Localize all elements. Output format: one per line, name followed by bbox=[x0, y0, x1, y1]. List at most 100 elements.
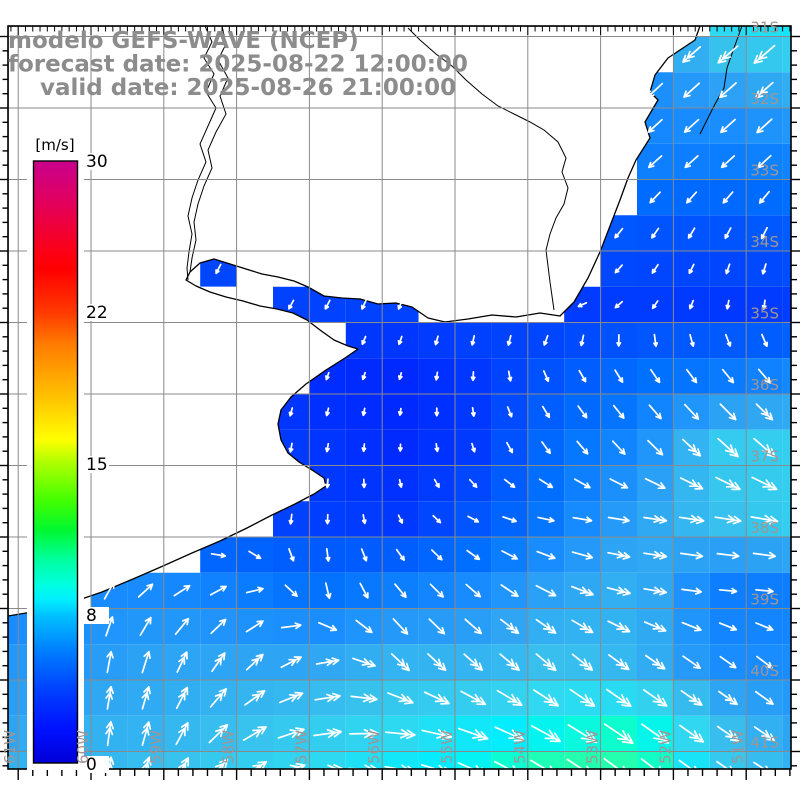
latitude-label: 31S bbox=[750, 19, 779, 37]
wind-arrow bbox=[647, 82, 664, 98]
wind-arrow bbox=[579, 334, 585, 347]
wind-arrow bbox=[428, 618, 446, 635]
forecast-date-line: forecast date: 2025-08-22 12:00:00 bbox=[8, 52, 468, 78]
wind-arrow bbox=[607, 550, 631, 560]
wind-arrow bbox=[352, 657, 376, 668]
wind-arrow bbox=[397, 335, 403, 346]
wind-arrow bbox=[325, 371, 330, 381]
ocean-cell bbox=[746, 751, 783, 769]
wind-arrow bbox=[724, 333, 732, 347]
wind-arrow bbox=[360, 299, 367, 310]
wind-arrow bbox=[571, 551, 594, 560]
wind-arrow bbox=[643, 515, 668, 524]
river-border-line bbox=[699, 26, 743, 135]
wind-arrow bbox=[572, 516, 593, 524]
wind-arrow bbox=[719, 403, 737, 421]
colorbar-tick-labels: 30 22 15 8 0 bbox=[84, 152, 109, 775]
wind-arrow bbox=[760, 226, 768, 240]
wind-arrow bbox=[718, 690, 738, 706]
wind-arrow bbox=[541, 441, 551, 455]
wind-arrow bbox=[687, 227, 696, 239]
map-frame bbox=[7, 25, 792, 770]
wind-arrow bbox=[468, 478, 478, 488]
wind-arrow bbox=[471, 442, 476, 453]
ocean-cell bbox=[782, 108, 791, 144]
wind-arrow bbox=[427, 653, 447, 672]
wind-arrow bbox=[614, 300, 624, 309]
longitude-label: 59W bbox=[147, 730, 165, 764]
wind-arrow bbox=[470, 334, 476, 346]
ocean-cell bbox=[746, 26, 783, 37]
wind-arrow bbox=[433, 478, 440, 489]
ocean-cell bbox=[600, 751, 637, 769]
wind-arrow bbox=[208, 723, 229, 744]
wind-arrow bbox=[359, 582, 369, 599]
wind-arrow bbox=[288, 548, 295, 562]
wind-arrow bbox=[720, 118, 736, 134]
wind-arrow bbox=[721, 368, 735, 384]
wind-arrow bbox=[685, 191, 698, 204]
latitude-label: 32S bbox=[750, 90, 779, 108]
ocean-cell bbox=[782, 36, 791, 73]
latitude-label: 37S bbox=[750, 448, 779, 466]
ocean-cell bbox=[782, 394, 791, 430]
wind-arrow bbox=[755, 403, 774, 421]
wind-arrow bbox=[754, 690, 774, 705]
valid-date-line: valid date: 2025-08-26 21:00:00 bbox=[40, 75, 456, 101]
ocean-cell bbox=[782, 251, 791, 287]
wind-arrow bbox=[325, 547, 331, 562]
wind-arrow bbox=[470, 371, 476, 382]
wind-arrow bbox=[397, 372, 403, 381]
ocean-cell bbox=[782, 215, 791, 251]
wind-arrow bbox=[761, 333, 769, 348]
latlon-grid-layer bbox=[8, 26, 791, 769]
wind-arrow bbox=[392, 618, 409, 635]
wind-arrow bbox=[724, 227, 732, 240]
ocean-cell bbox=[782, 751, 791, 769]
colorbar: [m/s] 30 22 15 8 0 bbox=[27, 132, 109, 775]
wind-arrow bbox=[139, 616, 152, 636]
ocean-cell bbox=[782, 644, 791, 680]
wind-arrow bbox=[506, 441, 514, 454]
wind-arrow bbox=[470, 406, 476, 417]
latitude-label: 39S bbox=[750, 591, 779, 609]
wind-arrow bbox=[651, 300, 659, 310]
wind-arrow bbox=[650, 368, 661, 384]
wind-arrow bbox=[750, 514, 779, 525]
wind-arrow bbox=[361, 443, 367, 453]
ocean-cell bbox=[163, 751, 201, 769]
wind-arrow bbox=[432, 514, 442, 524]
wind-arrow bbox=[137, 583, 154, 598]
wind-arrow bbox=[494, 726, 525, 742]
wind-arrow bbox=[689, 333, 695, 347]
wind-arrow bbox=[503, 478, 516, 489]
wind-arrow bbox=[506, 334, 512, 346]
longitude-label: 51W bbox=[729, 730, 747, 764]
wind-arrow bbox=[500, 584, 519, 598]
wind-arrow bbox=[242, 726, 267, 742]
ocean-cell bbox=[418, 751, 455, 769]
ocean-cell bbox=[345, 751, 383, 769]
ocean-cell bbox=[782, 286, 791, 323]
wind-arrow bbox=[141, 721, 152, 747]
wind-arrow bbox=[325, 407, 330, 417]
wind-arrow bbox=[434, 407, 440, 417]
ocean-cell bbox=[782, 537, 791, 573]
wind-arrow bbox=[535, 653, 557, 672]
longitude-label: 61W bbox=[1, 730, 19, 764]
wind-arrow bbox=[506, 406, 513, 418]
wind-arrow bbox=[571, 619, 594, 634]
river-border-line bbox=[189, 26, 229, 273]
wind-arrow bbox=[211, 652, 226, 673]
wind-arrow bbox=[397, 407, 403, 416]
wind-arrow bbox=[390, 653, 410, 672]
wind-arrow bbox=[642, 688, 668, 707]
wind-arrow bbox=[758, 190, 770, 204]
wind-arrow bbox=[317, 621, 338, 632]
wind-arrow bbox=[348, 764, 379, 769]
wind-arrow bbox=[314, 692, 341, 703]
ocean-cell bbox=[782, 179, 791, 216]
wind-arrow bbox=[387, 692, 414, 705]
wind-arrow bbox=[537, 516, 555, 523]
wind-arrow bbox=[614, 369, 624, 383]
